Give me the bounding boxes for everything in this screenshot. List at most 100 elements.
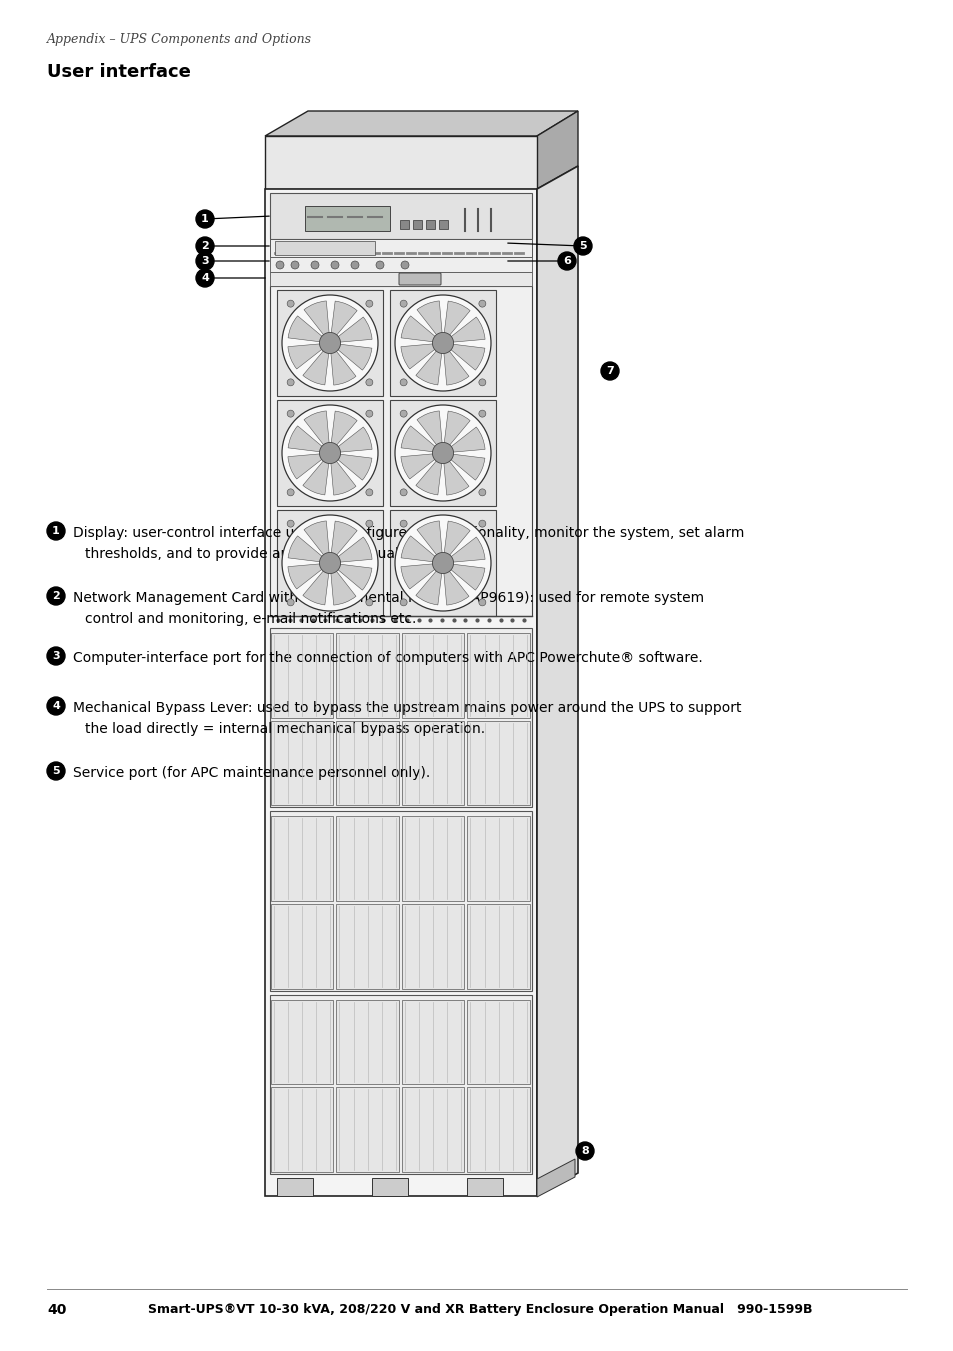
- FancyBboxPatch shape: [271, 816, 334, 901]
- FancyBboxPatch shape: [390, 509, 496, 616]
- Circle shape: [287, 378, 294, 386]
- Text: Network Management Card with Environmental Monitor (AP9619): used for remote sys: Network Management Card with Environment…: [73, 590, 703, 605]
- Circle shape: [432, 332, 453, 354]
- Wedge shape: [416, 453, 442, 494]
- Circle shape: [395, 295, 491, 390]
- Wedge shape: [442, 343, 469, 385]
- Wedge shape: [400, 453, 442, 480]
- Wedge shape: [330, 343, 372, 370]
- FancyBboxPatch shape: [398, 273, 440, 285]
- Circle shape: [366, 300, 373, 307]
- Circle shape: [600, 362, 618, 380]
- Circle shape: [576, 1142, 594, 1161]
- Wedge shape: [330, 453, 355, 494]
- Text: Computer-interface port for the connection of computers with APC Powerchute® sof: Computer-interface port for the connecti…: [73, 651, 702, 665]
- FancyBboxPatch shape: [336, 1088, 398, 1173]
- Polygon shape: [537, 166, 578, 1196]
- Wedge shape: [442, 411, 470, 453]
- FancyBboxPatch shape: [270, 193, 532, 239]
- Circle shape: [399, 300, 407, 307]
- Text: Smart-UPS®VT 10-30 kVA, 208/220 V and XR Battery Enclosure Operation Manual   99: Smart-UPS®VT 10-30 kVA, 208/220 V and XR…: [148, 1302, 811, 1316]
- Wedge shape: [304, 411, 330, 453]
- Text: control and monitoring, e-mail notifications etc.: control and monitoring, e-mail notificat…: [85, 612, 416, 626]
- Wedge shape: [330, 301, 356, 343]
- Text: thresholds, and to provide audible and visual alarms.: thresholds, and to provide audible and v…: [85, 547, 455, 561]
- FancyBboxPatch shape: [274, 240, 375, 255]
- Text: 5: 5: [578, 240, 586, 251]
- Circle shape: [366, 378, 373, 386]
- FancyBboxPatch shape: [467, 1178, 502, 1196]
- FancyBboxPatch shape: [467, 720, 530, 805]
- Text: 7: 7: [605, 366, 613, 376]
- Text: Display: user-control interface used to configure the functionality, monitor the: Display: user-control interface used to …: [73, 526, 743, 540]
- Wedge shape: [416, 411, 442, 453]
- Wedge shape: [288, 536, 330, 563]
- FancyBboxPatch shape: [401, 816, 464, 901]
- Wedge shape: [442, 563, 469, 605]
- Wedge shape: [442, 343, 484, 370]
- Circle shape: [311, 261, 318, 269]
- FancyBboxPatch shape: [401, 1088, 464, 1173]
- Wedge shape: [400, 316, 442, 343]
- FancyBboxPatch shape: [467, 1000, 530, 1085]
- Circle shape: [375, 261, 384, 269]
- Text: Service port (for APC maintenance personnel only).: Service port (for APC maintenance person…: [73, 766, 430, 780]
- Wedge shape: [400, 563, 442, 589]
- Wedge shape: [442, 453, 469, 494]
- Circle shape: [47, 697, 65, 715]
- Circle shape: [478, 489, 485, 496]
- Wedge shape: [288, 343, 330, 369]
- Wedge shape: [442, 536, 484, 563]
- Text: 3: 3: [52, 651, 60, 661]
- Wedge shape: [330, 563, 372, 590]
- Text: 1: 1: [201, 213, 209, 224]
- Text: 4: 4: [201, 273, 209, 282]
- FancyBboxPatch shape: [336, 1000, 398, 1085]
- Circle shape: [319, 332, 340, 354]
- FancyBboxPatch shape: [413, 220, 421, 230]
- FancyBboxPatch shape: [271, 1088, 334, 1173]
- FancyBboxPatch shape: [276, 290, 382, 396]
- Text: 3: 3: [201, 255, 209, 266]
- Wedge shape: [302, 343, 330, 385]
- Text: 4: 4: [52, 701, 60, 711]
- Text: the load directly = internal mechanical bypass operation.: the load directly = internal mechanical …: [85, 721, 485, 736]
- FancyBboxPatch shape: [276, 1178, 313, 1196]
- Circle shape: [195, 236, 213, 255]
- Wedge shape: [442, 453, 484, 480]
- Wedge shape: [400, 426, 442, 453]
- Wedge shape: [400, 343, 442, 369]
- Circle shape: [47, 586, 65, 605]
- FancyBboxPatch shape: [270, 994, 532, 1174]
- Circle shape: [399, 520, 407, 527]
- Wedge shape: [330, 317, 372, 343]
- FancyBboxPatch shape: [336, 634, 398, 717]
- Wedge shape: [288, 453, 330, 480]
- Circle shape: [366, 598, 373, 605]
- FancyBboxPatch shape: [467, 904, 530, 989]
- Circle shape: [366, 489, 373, 496]
- FancyBboxPatch shape: [276, 509, 382, 616]
- FancyBboxPatch shape: [401, 1000, 464, 1085]
- FancyBboxPatch shape: [336, 904, 398, 989]
- Polygon shape: [537, 1159, 575, 1197]
- Polygon shape: [537, 111, 578, 189]
- Wedge shape: [442, 427, 484, 453]
- FancyBboxPatch shape: [271, 634, 334, 717]
- FancyBboxPatch shape: [438, 220, 448, 230]
- Circle shape: [291, 261, 298, 269]
- FancyBboxPatch shape: [271, 904, 334, 989]
- FancyBboxPatch shape: [305, 205, 390, 231]
- Text: 6: 6: [562, 255, 570, 266]
- Circle shape: [399, 411, 407, 417]
- FancyBboxPatch shape: [401, 720, 464, 805]
- FancyBboxPatch shape: [467, 634, 530, 717]
- Circle shape: [282, 405, 377, 501]
- Text: 5: 5: [52, 766, 60, 775]
- Circle shape: [399, 378, 407, 386]
- Circle shape: [399, 598, 407, 605]
- FancyBboxPatch shape: [399, 220, 409, 230]
- FancyBboxPatch shape: [336, 720, 398, 805]
- FancyBboxPatch shape: [336, 816, 398, 901]
- Circle shape: [287, 520, 294, 527]
